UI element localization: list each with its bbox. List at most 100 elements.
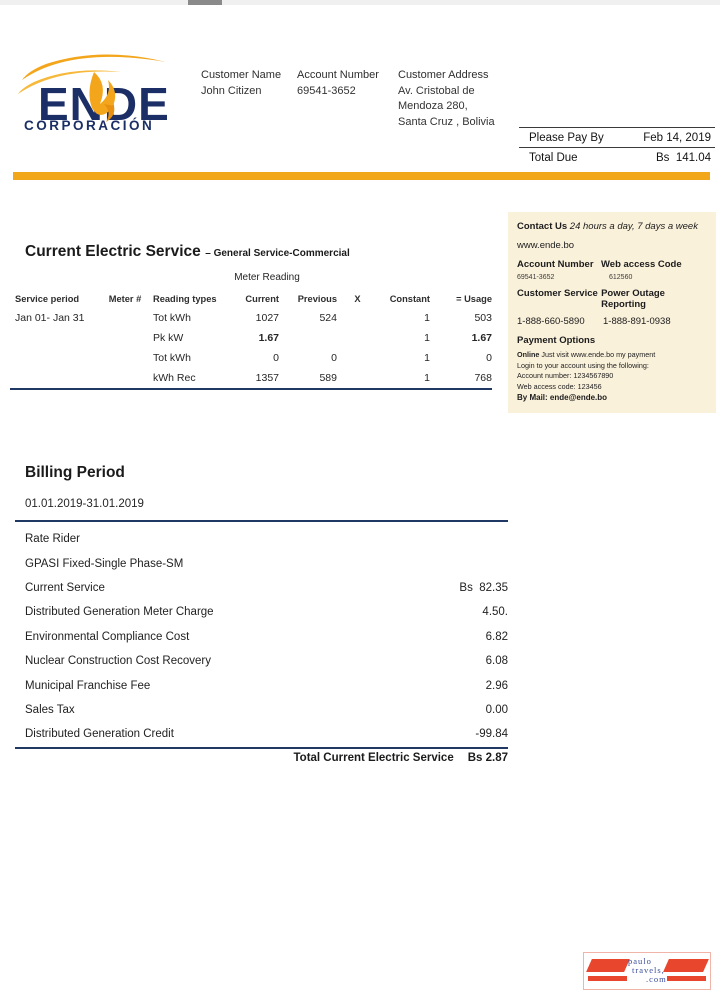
line-item-value: Bs 82.35 [459, 581, 508, 594]
cell-reading-type: Pk kW [153, 332, 184, 344]
billing-line-item: Nuclear Construction Cost Recovery 6.08 [25, 649, 508, 673]
customer-address-line: Santa Cruz , Bolivia [398, 115, 495, 128]
online-payment-line: Online Just visit www.ende.bo my payment [517, 350, 710, 361]
billing-period-range: 01.01.2019-31.01.2019 [25, 498, 144, 510]
meter-table-row: kWh Rec 1357 589 1 768 [15, 368, 498, 388]
contact-sidebar: Contact Us 24 hours a day, 7 days a week… [508, 212, 716, 413]
by-mail-value: ende@ende.bo [547, 393, 608, 402]
customer-name-value: John Citizen [201, 84, 262, 97]
payment-options-label: Payment Options [517, 335, 596, 346]
sidebar-web-access-value: 612560 [609, 274, 633, 281]
line-item-label: Distributed Generation Meter Charge [25, 606, 214, 619]
billing-line-item: Distributed Generation Meter Charge 4.50… [25, 600, 508, 624]
watermark-right-shape [663, 959, 709, 972]
watermark-text-line2: travels, [632, 965, 665, 975]
online-text: Just visit www.ende.bo my payment [539, 350, 656, 359]
line-item-label: Rate Rider [25, 533, 80, 546]
cell-reading-type: Tot kWh [153, 312, 191, 324]
total-due-amount: Bs 141.04 [656, 151, 711, 164]
col-reading-types: Reading types [153, 294, 217, 304]
ende-logo-subtitle: CORPORACIÓN [24, 118, 155, 133]
billing-period-title: Billing Period [25, 464, 125, 481]
billing-total-value: Bs 2.87 [467, 752, 508, 764]
col-current: Current [245, 294, 279, 304]
login-instruction: Login to your account using the followin… [517, 360, 649, 370]
line-item-value: -99.84 [475, 728, 508, 741]
watermark-left-bar [588, 976, 627, 981]
cell-previous: 0 [331, 352, 337, 364]
customer-service-label: Customer Service [517, 288, 598, 299]
online-label: Online [517, 350, 540, 359]
account-number-block: Account Number 69541-3652 [297, 68, 395, 99]
cell-constant: 1 [424, 352, 430, 364]
scan-artifact-mark [188, 0, 222, 5]
sidebar-phone-headers: Customer Service Power Outage Reporting [508, 288, 716, 310]
line-item-label: Sales Tax [25, 703, 75, 716]
ende-logo: ENDE [16, 42, 196, 142]
line-item-value: 4.50. [482, 606, 508, 619]
billing-top-rule [15, 520, 508, 522]
payment-options-details: Online Just visit www.ende.bo my payment… [508, 350, 716, 392]
watermark-text-line1: paulo [628, 956, 652, 966]
billing-line-item: Rate Rider [25, 527, 508, 551]
mail-payment-line: By Mail: ende@ende.bo [508, 393, 716, 402]
billing-line-item: GPASI Fixed-Single Phase-SM [25, 551, 508, 575]
watermark-text-line3: .com [646, 974, 667, 984]
cell-constant: 1 [424, 312, 430, 324]
payment-summary-box: Please Pay By Feb 14, 2019 Total Due Bs … [519, 127, 715, 167]
cell-reading-type: kWh Rec [153, 372, 196, 384]
contact-hours: 24 hours a day, 7 days a week [569, 221, 698, 232]
col-previous: Previous [297, 294, 337, 304]
contact-us-label: Contact Us [517, 221, 568, 232]
billing-line-item: Sales Tax 0.00 [25, 698, 508, 722]
sidebar-phone-values: 1-888-660-5890 1-888-891-0938 [508, 316, 716, 327]
cell-usage: 0 [486, 352, 492, 364]
sidebar-account-values: 69541-3652 612560 [508, 274, 716, 281]
sidebar-account-headers: Account Number Web access Code [508, 259, 716, 270]
cell-previous: 589 [319, 372, 337, 384]
pay-by-date: Feb 14, 2019 [643, 131, 711, 144]
line-item-value: 0.00 [485, 703, 508, 716]
account-number-value: 69541-3652 [297, 84, 356, 97]
watermark-left-shape [586, 959, 630, 972]
outage-phone: 1-888-891-0938 [603, 316, 671, 327]
billing-bottom-rule [15, 747, 508, 749]
cell-current: 1.67 [258, 332, 279, 344]
by-mail-label: By Mail: [517, 393, 548, 402]
gold-divider-bar [13, 172, 710, 180]
billing-line-item: Environmental Compliance Cost 6.82 [25, 625, 508, 649]
billing-total-label: Total Current Electric Service [293, 752, 454, 764]
paulo-travels-watermark: paulo travels, .com [583, 952, 711, 990]
cell-current: 0 [273, 352, 279, 364]
billing-line-item: Current Service Bs 82.35 [25, 576, 508, 600]
scan-artifact-strip [0, 0, 720, 5]
line-item-label: Current Service [25, 581, 105, 594]
customer-address-line: Mendoza 280, [398, 100, 468, 112]
meter-table-row: Jan 01- Jan 31 Tot kWh 1027 524 1 503 [15, 308, 498, 328]
col-usage: = Usage [456, 294, 492, 304]
cell-usage: 503 [474, 312, 492, 324]
cell-current: 1357 [255, 372, 279, 384]
meter-table-row: Pk kW 1.67 1 1.67 [15, 328, 498, 348]
ende-logo-graphic: ENDE [18, 54, 169, 130]
line-item-label: GPASI Fixed-Single Phase-SM [25, 557, 184, 570]
customer-service-phone: 1-888-660-5890 [517, 316, 585, 327]
col-constant: Constant [389, 294, 430, 304]
customer-address-block: Customer Address Av. Cristobal de Mendoz… [398, 68, 508, 130]
pay-by-label: Please Pay By [529, 131, 604, 144]
service-section-subtitle: General Service-Commercial [213, 248, 350, 259]
website-link[interactable]: www.ende.bo [517, 240, 575, 251]
customer-name-label: Customer Name [201, 69, 282, 81]
cell-constant: 1 [424, 332, 430, 344]
col-service-period: Service period [15, 294, 80, 304]
line-item-value: 6.08 [485, 655, 508, 668]
cell-service-period: Jan 01- Jan 31 [15, 312, 85, 324]
meter-table-bottom-rule [10, 388, 492, 390]
cell-usage: 768 [474, 372, 492, 384]
cell-usage: 1.67 [471, 332, 492, 344]
customer-address-line: Av. Cristobal de [398, 84, 475, 97]
meter-reading-group-header: Meter Reading [234, 272, 300, 283]
sidebar-account-number-value: 69541-3652 [517, 274, 555, 281]
account-number-label: Account Number [297, 69, 379, 81]
